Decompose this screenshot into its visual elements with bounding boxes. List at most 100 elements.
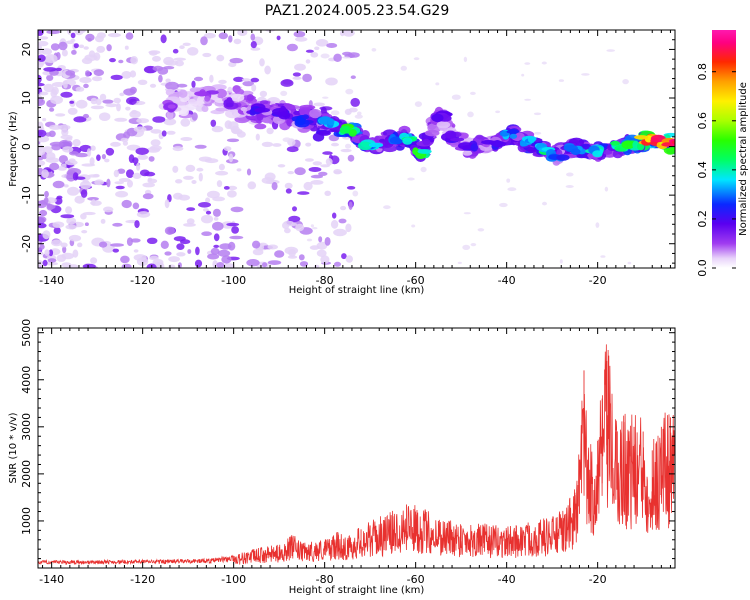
noise-speckle (176, 243, 185, 251)
noise-speckle (333, 169, 342, 175)
noise-speckle (216, 262, 225, 268)
ridge-point (197, 91, 207, 97)
ridge-halo (234, 88, 245, 95)
noise-speckle (255, 133, 260, 141)
noise-speckle (187, 47, 199, 56)
noise-speckle (246, 168, 252, 176)
noise-speckle (226, 138, 240, 143)
noise-speckle (267, 244, 279, 250)
noise-speckle (77, 30, 86, 33)
noise-speckle (113, 97, 121, 104)
noise-speckle (50, 43, 60, 51)
noise-speckle (38, 135, 50, 143)
noise-speckle (250, 41, 257, 49)
noise-speckle (341, 56, 351, 59)
noise-speckle (106, 44, 112, 52)
noise-speckle (191, 80, 196, 89)
ridge-point (348, 129, 357, 137)
noise-speckle (80, 189, 88, 198)
noise-speckle (606, 49, 615, 52)
noise-speckle (322, 96, 329, 99)
noise-speckle (52, 221, 65, 228)
ridge-point (527, 136, 536, 143)
noise-speckle (313, 102, 326, 107)
noise-speckle (133, 126, 147, 133)
ridge-point (254, 107, 270, 113)
noise-speckle (345, 255, 353, 263)
noise-speckle (46, 30, 61, 35)
noise-speckle (286, 146, 299, 153)
noise-speckle (99, 112, 111, 121)
noise-speckle (226, 222, 240, 227)
noise-speckle (302, 73, 312, 83)
noise-speckle (61, 146, 74, 153)
noise-speckle (126, 169, 134, 179)
noise-speckle (467, 111, 474, 118)
noise-speckle (44, 54, 58, 64)
noise-speckle (316, 249, 327, 257)
spectrogram-frame (37, 29, 676, 269)
noise-speckle (303, 181, 313, 191)
noise-speckle (252, 240, 261, 249)
ridge-point (506, 129, 520, 134)
noise-speckle (180, 118, 191, 127)
noise-speckle (228, 153, 234, 163)
noise-speckle (45, 157, 60, 163)
noise-speckle (80, 180, 92, 190)
noise-speckle (221, 255, 232, 264)
ridge-point (610, 140, 620, 146)
snr-frame (37, 327, 676, 569)
noise-speckle (524, 62, 531, 65)
noise-speckle (114, 181, 124, 185)
noise-speckle (44, 261, 58, 266)
noise-speckle (63, 184, 69, 188)
noise-speckle (102, 99, 114, 104)
noise-speckle (137, 154, 149, 160)
noise-speckle (95, 98, 102, 106)
noise-speckle (295, 223, 305, 232)
noise-speckle (127, 180, 133, 188)
noise-speckle (110, 243, 124, 247)
noise-speckle (150, 129, 162, 134)
y-tick-label: 4000 (20, 366, 33, 394)
noise-speckle (506, 178, 511, 183)
noise-speckle (524, 98, 532, 101)
noise-speckle (120, 255, 130, 264)
noise-speckle (250, 33, 256, 41)
noise-speckle (320, 164, 330, 168)
noise-speckle (84, 222, 89, 226)
noise-speckle (346, 186, 356, 190)
noise-speckle (267, 260, 282, 265)
noise-speckle (38, 98, 45, 107)
ridge-halo (424, 129, 440, 137)
noise-speckle (325, 158, 333, 166)
ridge-halo (318, 130, 331, 136)
noise-speckle (211, 125, 224, 133)
noise-speckle (38, 40, 49, 47)
noise-speckle (164, 226, 175, 235)
colorbar-tick-label: 0.6 (696, 112, 709, 130)
noise-speckle (82, 263, 96, 268)
noise-speckle (414, 101, 422, 107)
noise-speckle (558, 79, 565, 82)
x-axis-label: Height of straight line (km) (289, 585, 425, 596)
noise-speckle (51, 86, 59, 95)
noise-speckle (70, 32, 76, 39)
ridge-halo (422, 138, 431, 146)
noise-speckle (312, 227, 318, 230)
noise-speckle (161, 130, 167, 137)
noise-speckle (139, 169, 150, 177)
noise-speckle (294, 167, 306, 176)
noise-speckle (106, 178, 111, 188)
ridge-halo (309, 108, 322, 119)
noise-speckle (183, 175, 194, 180)
noise-speckle (325, 77, 338, 86)
colorbar-label: Normalized spectral amplitude (738, 82, 749, 236)
noise-speckle (100, 218, 106, 224)
noise-speckle (78, 44, 85, 49)
noise-speckle (306, 238, 313, 242)
noise-speckle (110, 141, 121, 147)
noise-speckle (46, 74, 54, 81)
noise-speckle (541, 61, 547, 65)
ridge-point (450, 137, 465, 142)
